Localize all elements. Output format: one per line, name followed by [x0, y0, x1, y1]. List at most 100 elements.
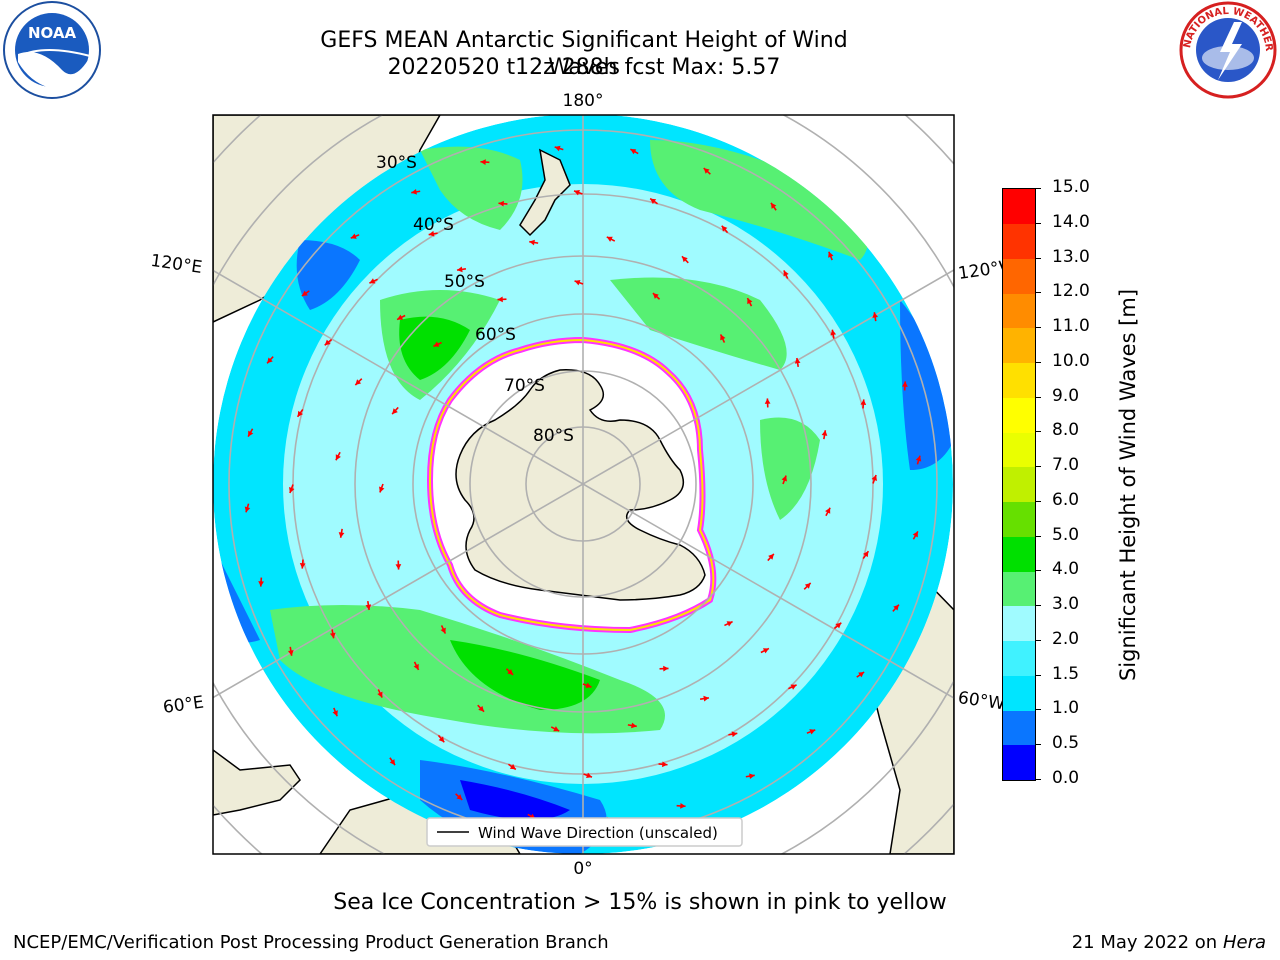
wind-arrow-head: [912, 531, 918, 538]
wind-arrow-head: [809, 729, 816, 735]
colorbar-tick-label: 2.0: [1052, 628, 1080, 649]
colorbar-tick-mark: [1035, 466, 1041, 468]
lat-label-30s: 30°S: [376, 153, 417, 173]
lon-label-60e: 60°E: [162, 692, 205, 717]
map-title: GEFS MEAN Antarctic Significant Height o…: [320, 28, 848, 80]
wind-arrow-head: [662, 761, 668, 768]
wind-arrow-head: [794, 358, 801, 364]
land-africa: [213, 749, 301, 816]
wind-arrow-head: [825, 507, 831, 514]
wind-arrow-head: [828, 251, 834, 258]
wind-arrow-head: [747, 298, 753, 305]
colorbar-segment: [1003, 397, 1035, 433]
colorbar-tick-mark: [1035, 188, 1041, 189]
wind-arrow-head: [457, 266, 463, 273]
wind-arrow-head: [858, 671, 865, 678]
land-new-zealand: [519, 148, 571, 237]
wind-arrow-head: [379, 486, 385, 493]
colorbar-tick-label: 1.5: [1052, 663, 1080, 684]
sea-ice-note: Sea Ice Concentration > 15% is shown in …: [333, 890, 947, 915]
wind-arrow-head: [652, 293, 659, 299]
date-line: 21 May 2022 on Hera: [1072, 932, 1266, 953]
colorbar-segment: [1003, 501, 1035, 537]
colorbar-tick-mark: [1035, 535, 1041, 537]
wind-arrow-head: [395, 564, 402, 570]
wind-arrow-head: [830, 329, 837, 336]
colorbar-tick-label: 4.0: [1052, 559, 1080, 580]
wind-arrow-head: [574, 280, 581, 286]
colorbar-tick-mark: [1035, 257, 1041, 259]
colorbar-tick-label: 7.0: [1052, 455, 1080, 476]
wind-arrow-head: [324, 339, 331, 346]
colorbar-tick-mark: [1035, 639, 1041, 641]
wind-arrows: [244, 145, 922, 823]
wind-arrow-head: [764, 398, 771, 404]
colorbar-segment: [1003, 258, 1035, 294]
wind-arrow-head: [497, 296, 503, 303]
wind-arrow-head: [804, 582, 811, 589]
wind-arrow-head: [529, 239, 535, 246]
colorbar-tick-mark: [1035, 674, 1041, 676]
colorbar-segment: [1003, 571, 1035, 607]
colorbar-segment: [1003, 640, 1035, 676]
wind-arrow-head: [731, 731, 738, 738]
date-text: 21 May 2022 on: [1071, 932, 1218, 953]
wind-arrow-head: [397, 314, 404, 320]
colorbar-tick-label: 6.0: [1052, 489, 1080, 510]
colorbar-tick-label: 15.0: [1052, 177, 1090, 197]
wind-arrow-head: [301, 290, 308, 297]
wind-arrow-head: [721, 225, 728, 232]
wind-arrow-head: [872, 312, 879, 318]
wind-arrow-head: [790, 684, 797, 690]
wind-arrow-head: [821, 430, 828, 436]
colorbar-segment: [1003, 606, 1035, 642]
colorbar-segment: [1003, 362, 1035, 398]
wind-arrow-head: [258, 581, 264, 587]
colorbar-tick-mark: [1035, 709, 1041, 711]
wind-arrow-head: [860, 399, 867, 405]
colorbar-tick-mark: [1035, 779, 1041, 780]
wind-arrow-head: [703, 168, 710, 174]
lat-label-80s: 80°S: [533, 426, 574, 446]
colorbar-tick-mark: [1035, 396, 1041, 398]
colorbar-tick-label: 0.0: [1052, 768, 1080, 788]
lon-label-0: 0°: [573, 859, 592, 879]
wind-arrow-head: [440, 627, 446, 634]
wind-arrow-head: [554, 145, 561, 152]
wind-arrow-head: [781, 475, 787, 482]
wind-arrow-head: [338, 532, 345, 538]
colorbar-tick-label: 3.0: [1052, 594, 1080, 615]
colorbar-tick-mark: [1035, 605, 1041, 607]
colorbar-tick-label: 5.0: [1052, 524, 1080, 545]
wind-arrow-head: [574, 190, 580, 196]
wind-arrow-head: [749, 773, 755, 780]
credit-line: NCEP/EMC/Verification Post Processing Pr…: [13, 932, 609, 953]
wind-arrow-head: [299, 563, 306, 569]
wind-arrow-head: [350, 233, 357, 239]
colorbar-tick-mark: [1035, 431, 1041, 433]
wind-arrow-head: [335, 454, 341, 461]
colorbar-tick-label: 12.0: [1052, 281, 1090, 302]
lat-label-60s: 60°S: [475, 325, 516, 345]
wind-arrow-head: [369, 278, 376, 284]
colorbar-tick-label: 11.0: [1052, 316, 1090, 337]
wind-arrow-head: [585, 682, 592, 688]
wind-arrow-head: [783, 270, 789, 277]
noaa-logo: NOAA: [3, 1, 101, 99]
colorbar-tick-label: 8.0: [1052, 420, 1080, 441]
wind-arrow-head: [478, 705, 485, 712]
legend-label: Wind Wave Direction (unscaled): [478, 824, 718, 842]
colorbar-segment: [1003, 467, 1035, 503]
wind-arrow-head: [428, 230, 435, 237]
colorbar-label: Significant Height of Wind Waves [m]: [1116, 288, 1140, 682]
wind-arrow-head: [630, 149, 637, 155]
map-subtitle: 20220520 t12z 288h fcst Max: 5.57: [387, 55, 781, 80]
wind-arrow-head: [553, 726, 560, 732]
wind-arrow-head: [915, 455, 922, 462]
wind-arrow-head: [768, 553, 774, 560]
colorbar-tick-mark: [1035, 570, 1041, 572]
colorbar-tick-mark: [1035, 361, 1041, 363]
wind-arrow-head: [355, 379, 362, 386]
wind-arrow-head: [377, 691, 383, 698]
